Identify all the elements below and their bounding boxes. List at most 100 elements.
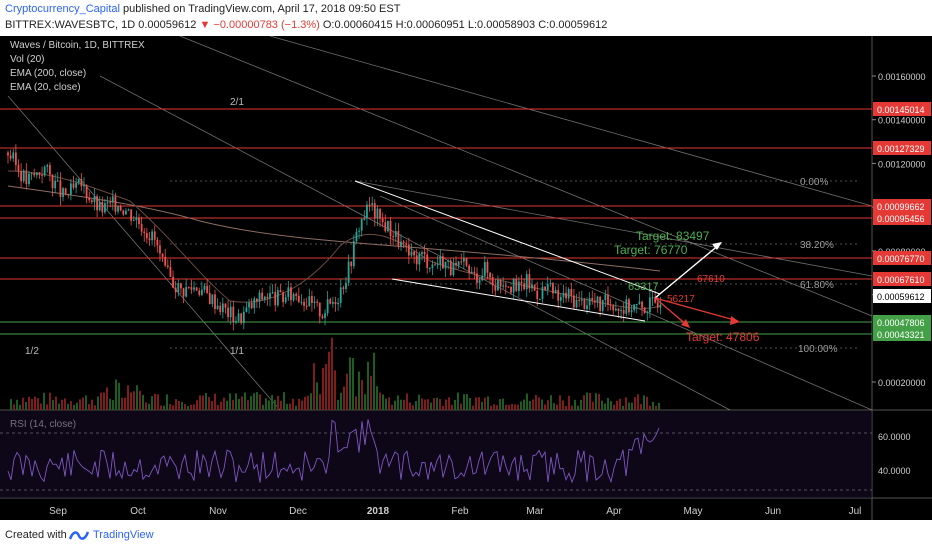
volume-bar — [616, 400, 618, 410]
volume-bar — [106, 387, 108, 410]
volume-bar — [427, 399, 429, 410]
candle-body — [575, 299, 578, 308]
volume-bar — [337, 399, 339, 410]
candle-body — [153, 231, 156, 240]
volume-bar — [418, 394, 420, 410]
candle-body — [415, 255, 418, 265]
candle-body — [169, 267, 172, 277]
volume-bar — [607, 397, 609, 410]
volume-bar — [517, 404, 519, 410]
candle-body — [22, 170, 25, 182]
candle-body — [421, 252, 423, 255]
candle-body — [159, 245, 161, 254]
time-axis[interactable]: Sep Oct Nov Dec 2018 Feb Mar Apr May Jun Jul — [49, 506, 861, 517]
candle-body — [499, 280, 502, 287]
tradingview-link[interactable]: TradingView — [93, 529, 154, 541]
candle-body — [9, 155, 12, 159]
volume-bar — [658, 402, 660, 410]
volume-bar — [25, 402, 27, 410]
candle-body — [447, 260, 450, 262]
candle-body — [596, 296, 599, 303]
candlesticks — [7, 144, 662, 331]
volume-bar — [157, 394, 159, 410]
volume-bar — [274, 399, 276, 410]
candle-body — [88, 198, 91, 201]
volume-bar — [592, 401, 594, 410]
candle-body — [473, 271, 476, 274]
low-value: L:0.00058903 — [467, 19, 536, 31]
level-badges: 0.00145014 0.00127329 0.00099662 0.00095456… — [873, 102, 931, 341]
volume-bar — [379, 392, 381, 410]
volume-bar — [355, 396, 357, 410]
volume-bar — [73, 404, 75, 410]
candle-body — [559, 296, 562, 301]
level-badge-text: 0.00099662 — [877, 202, 925, 212]
candle-body — [628, 299, 630, 313]
volume-bar — [286, 403, 288, 410]
arrow-down-icon — [730, 316, 740, 325]
volume-bar — [52, 400, 54, 410]
x-tick-label: Oct — [130, 506, 146, 517]
candle-body — [138, 217, 140, 225]
candle-body — [481, 275, 484, 281]
candle-body — [269, 293, 271, 299]
price-chart[interactable]: Waves / Bitcoin, 1D, BITTREX Vol (20) EM… — [0, 36, 932, 520]
candle-body — [59, 180, 62, 197]
candle-body — [614, 308, 617, 311]
candle-body — [295, 293, 298, 296]
x-tick-label: Jun — [765, 506, 781, 517]
candle-body — [174, 287, 177, 293]
level-badge — [873, 289, 931, 303]
candle-body — [250, 302, 253, 309]
candle-body — [271, 292, 274, 294]
volume-bar — [421, 398, 423, 410]
volume-bar — [526, 393, 528, 410]
author-link[interactable]: Cryptocurrency_Capital — [5, 3, 120, 15]
candle-body — [476, 273, 478, 283]
candle-body — [242, 311, 245, 324]
x-tick-label: Jul — [849, 506, 862, 517]
candle-body — [578, 299, 581, 301]
volume-bar — [118, 382, 120, 410]
candle-body — [284, 297, 287, 303]
level-badge-text: 0.00043321 — [877, 330, 925, 340]
candle-body — [533, 284, 536, 291]
candle-body — [96, 196, 98, 211]
y-tick-label: 0.00020000 — [878, 378, 926, 388]
volume-bar — [196, 400, 198, 410]
candle-body — [114, 196, 117, 212]
down-arrow-icon: ▼ — [199, 19, 211, 31]
level-badge-text: 0.00059612 — [877, 292, 925, 302]
volume-bar — [373, 352, 375, 410]
volume-bar — [169, 403, 171, 410]
candle-body — [30, 173, 33, 175]
published-text: published on TradingView.com, April 17, … — [123, 3, 401, 15]
volume-bar — [625, 397, 627, 410]
candle-body — [106, 202, 109, 204]
volume-bar — [550, 395, 552, 410]
volume-bar — [19, 404, 21, 410]
candle-body — [219, 305, 222, 313]
candle-body — [371, 203, 374, 205]
chart-header: Cryptocurrency_Capital published on Trad… — [0, 0, 932, 36]
volume-bar — [577, 405, 579, 410]
volume-bar — [217, 405, 219, 410]
candle-body — [402, 241, 405, 244]
volume-bar — [451, 404, 453, 410]
candle-body — [413, 251, 415, 256]
volume-bar — [622, 405, 624, 410]
candle-body — [643, 307, 646, 313]
volume-bar — [178, 401, 180, 410]
candle-body — [140, 224, 143, 232]
candle-body — [43, 166, 46, 176]
candle-body — [651, 297, 654, 299]
candle-body — [311, 296, 313, 303]
candle-body — [444, 261, 447, 269]
volume-bar — [523, 399, 525, 410]
candle-body — [122, 210, 125, 215]
volume-bar — [259, 394, 261, 410]
volume-bar — [190, 404, 192, 410]
volume-bar — [652, 401, 654, 410]
volume-bar — [502, 398, 504, 410]
x-tick-label: Nov — [209, 506, 227, 517]
